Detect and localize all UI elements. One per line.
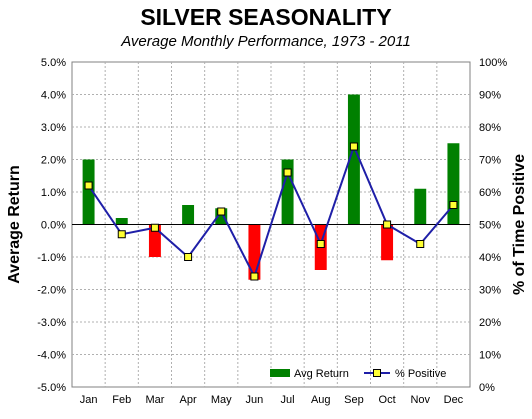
y-axis-title-right: % of Time Positive: [511, 154, 528, 295]
right-tick-label: 90%: [479, 90, 501, 102]
x-tick-label: May: [211, 394, 232, 406]
bar-sep: [347, 94, 360, 225]
right-tick-label: 0%: [479, 382, 495, 394]
left-tick-label: 2.0%: [41, 155, 66, 167]
point-jun: [250, 272, 259, 281]
bar-jul: [281, 159, 294, 225]
left-tick-label: 1.0%: [41, 187, 66, 199]
right-tick-label: 100%: [479, 57, 507, 69]
y-axis-title-left: Average Return: [6, 165, 23, 284]
right-tick-label: 60%: [479, 187, 501, 199]
x-tick-label: Sep: [344, 394, 364, 406]
left-tick-label: 4.0%: [41, 90, 66, 102]
x-axis-ticks: Jan Feb Mar Apr May Jun Jul Aug Sep Oct Nov Dec: [80, 394, 464, 406]
left-tick-label: -2.0%: [37, 285, 66, 297]
chart-subtitle: Average Monthly Performance, 1973 - 2011: [121, 33, 411, 50]
point-dec: [449, 201, 458, 209]
point-oct: [383, 220, 392, 229]
legend-line-label: % Positive: [395, 368, 446, 380]
x-tick-label: Nov: [410, 394, 430, 406]
bar-mar: [148, 224, 161, 257]
left-tick-label: -3.0%: [37, 317, 66, 329]
right-tick-label: 30%: [479, 285, 501, 297]
bar-feb: [115, 218, 128, 225]
point-jan: [84, 181, 93, 190]
left-tick-label: -5.0%: [37, 382, 66, 394]
x-tick-label: Feb: [112, 394, 131, 406]
point-feb: [117, 230, 126, 239]
bar-oct: [381, 224, 394, 261]
point-aug: [316, 240, 325, 248]
right-tick-label: 80%: [479, 122, 501, 134]
x-tick-label: Mar: [145, 394, 164, 406]
point-mar: [150, 223, 159, 232]
x-tick-label: Dec: [444, 394, 464, 406]
percent-positive-line: [87, 143, 455, 280]
left-tick-label: 5.0%: [41, 57, 66, 69]
right-axis-ticks: 100% 90% 80% 70% 60% 50% 40% 30% 20% 10% 0%: [479, 57, 507, 394]
point-jul: [283, 168, 292, 177]
x-tick-label: Oct: [379, 394, 396, 406]
x-tick-label: Jan: [80, 394, 98, 406]
left-tick-label: -4.0%: [37, 350, 66, 362]
right-tick-label: 10%: [479, 350, 501, 362]
bar-jan: [82, 159, 95, 225]
left-tick-label: -1.0%: [37, 252, 66, 264]
legend-bar-swatch: [270, 369, 290, 377]
right-tick-label: 20%: [479, 317, 501, 329]
legend: Avg Return % Positive: [270, 368, 446, 380]
bar-nov: [414, 188, 427, 225]
x-tick-label: Jun: [246, 394, 264, 406]
legend-marker-swatch: [373, 369, 381, 377]
x-tick-label: Jul: [281, 394, 295, 406]
left-tick-label: 3.0%: [41, 122, 66, 134]
right-tick-label: 50%: [479, 220, 501, 232]
x-tick-label: Apr: [180, 394, 197, 406]
point-apr: [184, 253, 193, 261]
legend-bar-label: Avg Return: [294, 368, 349, 380]
bar-may: [215, 208, 228, 225]
bar-dec: [447, 143, 460, 225]
point-may: [217, 207, 226, 216]
chart-title: SILVER SEASONALITY: [140, 4, 392, 30]
right-tick-label: 40%: [479, 252, 501, 264]
left-tick-label: 0.0%: [41, 220, 66, 232]
left-axis-ticks: 5.0% 4.0% 3.0% 2.0% 1.0% 0.0% -1.0% -2.0% -3.0% -…: [37, 57, 66, 394]
bar-jun: [248, 224, 261, 280]
right-tick-label: 70%: [479, 155, 501, 167]
bar-apr: [182, 205, 195, 225]
point-sep: [349, 142, 358, 151]
line-series: [84, 142, 458, 281]
x-tick-label: Aug: [311, 394, 331, 406]
point-nov: [416, 240, 425, 248]
